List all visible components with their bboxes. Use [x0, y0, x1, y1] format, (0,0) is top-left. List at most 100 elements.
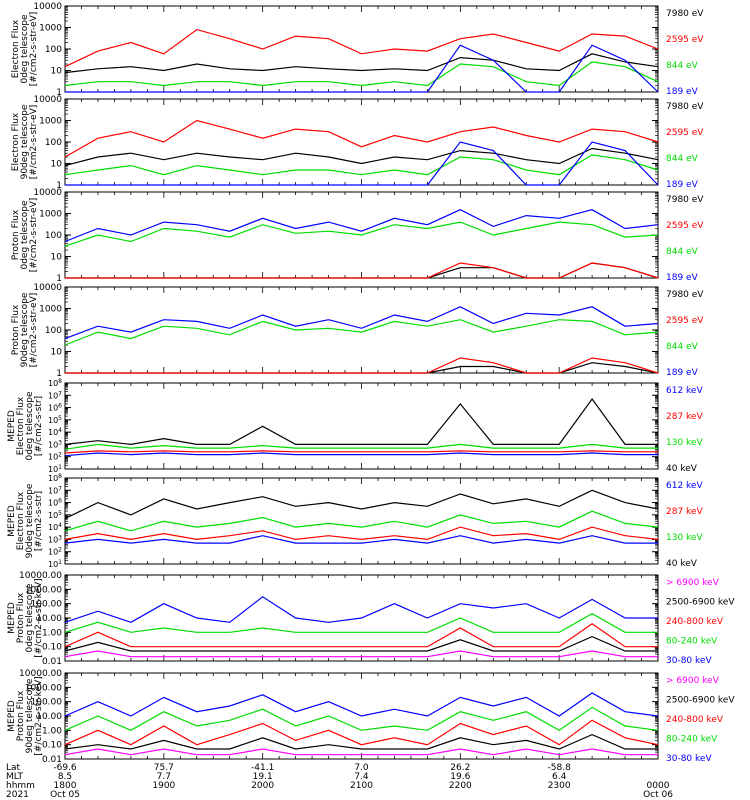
y-tick-label: 103 — [48, 439, 62, 449]
y-axis-label: Electron Flux — [16, 491, 26, 550]
series-line — [64, 119, 659, 158]
y-axis-label: 90deg telescope — [25, 678, 35, 753]
y-tick-label: 107 — [48, 485, 62, 495]
series-line — [64, 306, 659, 340]
legend-entry: 189 eV — [666, 180, 699, 190]
series-line — [64, 692, 659, 717]
y-axis-label: Electron Flux — [16, 396, 26, 455]
x-axis-value: Oct 06 — [643, 790, 673, 800]
series-line — [65, 262, 659, 279]
y-tick-label: 102 — [48, 452, 62, 462]
y-axis-label: 0deg telescope — [20, 200, 30, 270]
y-axis-label: [#/cm2-s-str-eV] — [29, 198, 39, 273]
panel-frame — [64, 382, 659, 470]
series-line — [64, 319, 659, 346]
series-line — [64, 526, 659, 541]
legend-entry: 7980 eV — [666, 195, 704, 205]
y-tick-label: 1000 — [39, 24, 62, 34]
series-line — [64, 535, 658, 544]
x-axis-value: 2200 — [449, 781, 472, 791]
legend-entry: 130 keV — [666, 438, 703, 448]
x-axis-value: 6.4 — [552, 772, 567, 782]
y-tick-label: 10 — [51, 253, 63, 263]
series-line — [64, 443, 658, 450]
row-label-hhmm: hhmm — [6, 781, 35, 791]
y-tick-label: 1000 — [39, 210, 62, 220]
legend-entry: 2595 eV — [666, 316, 704, 326]
x-axis-value: 8.5 — [58, 772, 72, 782]
legend-entry: 130 keV — [666, 533, 703, 543]
panel-6: 101 102 103 104 105 106 107 108 MEPED Electron Fl… — [7, 473, 703, 569]
row-label-year: 2021 — [6, 790, 29, 800]
legend-entry: 287 keV — [666, 507, 703, 517]
legend-entry: 612 keV — [666, 481, 703, 491]
x-axis-value: 7.4 — [354, 772, 369, 782]
legend-entry: 189 eV — [666, 368, 699, 378]
y-axis-label: Proton Flux — [16, 690, 26, 741]
y-tick-label: 1000.00 — [25, 683, 62, 693]
panel-5: 101 102 103 104 105 106 107 108 MEPED Electron Fl… — [7, 378, 703, 474]
legend-entry: 80-240 keV — [666, 735, 718, 745]
y-tick-label: 1.00 — [42, 628, 62, 638]
panel-3: 1 10 100 1000 10000 Proton Flux 0deg telescope… — [11, 188, 704, 284]
y-tick-label: 10.00 — [36, 614, 62, 624]
series-line — [64, 154, 659, 176]
legend-entry: 7980 eV — [666, 102, 704, 112]
legend-entry: 7980 eV — [666, 290, 704, 300]
series-line — [65, 141, 659, 186]
y-tick-label: 10 — [51, 160, 63, 170]
series-line — [64, 635, 658, 652]
series-line — [64, 61, 659, 87]
legend-entry: 40 keV — [666, 559, 698, 569]
x-axis-value: 2100 — [350, 781, 373, 791]
x-axis-value: 19.1 — [253, 772, 273, 782]
series-line — [64, 221, 659, 247]
x-axis-value: 1900 — [152, 781, 175, 791]
legend-entry: 844 eV — [666, 342, 699, 352]
y-tick-label: 100 — [45, 138, 62, 148]
y-axis-label: [#/cm2-s-str-eV] — [29, 12, 39, 87]
series-line — [64, 613, 658, 633]
y-tick-label: 10 — [51, 67, 63, 77]
y-tick-label: 108 — [48, 378, 62, 388]
row-label-mlt: MLT — [6, 772, 24, 782]
series-line — [65, 357, 659, 374]
x-axis-value: 2300 — [548, 781, 571, 791]
legend-entry: 2595 eV — [666, 221, 704, 231]
legend-entry: 30-80 keV — [666, 754, 712, 764]
y-tick-label: 0.01 — [42, 657, 62, 667]
y-tick-label: 104 — [48, 427, 62, 437]
legend-entry: 844 eV — [666, 61, 699, 71]
y-tick-label: 10 — [51, 348, 63, 358]
y-tick-label: 101 — [48, 464, 62, 474]
y-axis-label: MEPED — [7, 505, 17, 537]
legend-entry: 40 keV — [666, 464, 698, 474]
series-line — [64, 452, 658, 457]
y-tick-label: 10000 — [33, 95, 62, 105]
x-axis-value: Oct 05 — [50, 790, 80, 800]
y-tick-label: 1 — [56, 181, 62, 191]
y-axis-label: [#/cm2-s-str-keV] — [34, 676, 44, 755]
y-tick-label: 100 — [45, 45, 62, 55]
series-line — [64, 209, 659, 243]
y-tick-label: 101 — [48, 559, 62, 569]
y-tick-label: 1000 — [39, 305, 62, 315]
panel-2: 1 10 100 1000 10000 Electron Flux 90deg telesc… — [11, 95, 704, 191]
y-tick-label: 10000 — [33, 283, 62, 293]
y-axis-label: 0deg telescope — [25, 391, 35, 461]
y-axis-label: 0deg telescope — [20, 14, 30, 84]
legend-entry: 2500-6900 keV — [666, 696, 735, 706]
y-axis-label: [#/cm2-s-str] — [34, 491, 44, 551]
y-axis-label: Electron Flux — [11, 19, 21, 78]
panel-8: 0.01 0.10 1.00 10.00 100.00 1000.00 10000.00 ME… — [7, 669, 735, 765]
y-tick-label: 1000.00 — [25, 585, 62, 595]
legend-entry: 2595 eV — [666, 128, 704, 138]
x-axis-value: 7.0 — [354, 763, 369, 773]
series-line — [64, 510, 659, 532]
y-axis-label: 90deg telescope — [20, 104, 30, 179]
y-tick-label: 10000.00 — [19, 669, 62, 679]
panel-frame — [64, 477, 659, 565]
y-tick-label: 10.00 — [36, 712, 62, 722]
